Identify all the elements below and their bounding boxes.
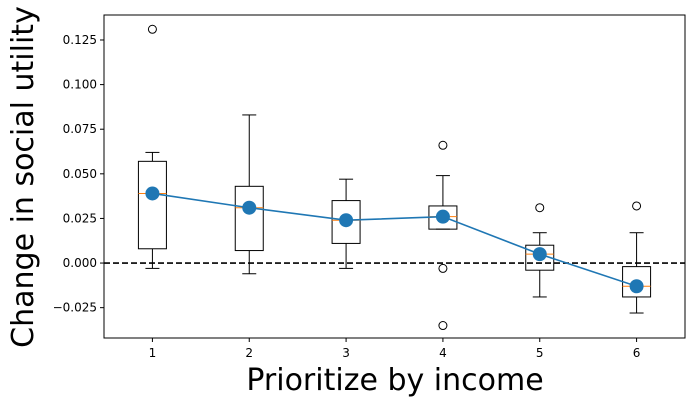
box-iqr (234, 185, 264, 252)
y-tick-label: 0.075 (63, 122, 97, 136)
x-tick-label: 6 (633, 346, 641, 360)
y-axis-ticks: −0.025 0.000 0.025 0.050 0.075 0.100 0.125 (53, 33, 104, 315)
outlier-point (438, 140, 448, 150)
mean-marker (242, 200, 257, 215)
outlier-point (535, 203, 545, 213)
box-plots (137, 24, 652, 331)
mean-marker (435, 209, 450, 224)
x-axis-ticks: 1 2 3 4 5 6 (149, 338, 641, 360)
x-tick-label: 5 (536, 346, 544, 360)
y-axis-label: Change in social utility (6, 6, 41, 348)
mean-marker (145, 186, 160, 201)
mean-series (145, 186, 644, 294)
plot-frame (103, 14, 686, 339)
x-tick-label: 2 (245, 346, 253, 360)
x-tick-label: 4 (439, 346, 447, 360)
y-tick-label: −0.025 (53, 301, 97, 315)
box-iqr (525, 244, 555, 271)
box-plot (137, 24, 167, 269)
mean-marker (339, 213, 354, 228)
mean-marker (629, 279, 644, 294)
mean-marker (532, 247, 547, 262)
outlier-point (147, 24, 157, 34)
y-tick-label: 0.025 (63, 211, 97, 225)
x-tick-label: 1 (149, 346, 157, 360)
mean-line (152, 192, 637, 288)
outlier-point (438, 321, 448, 331)
outlier-point (632, 201, 642, 211)
x-axis-label: Prioritize by income (246, 363, 543, 398)
box-plot (525, 203, 555, 298)
y-tick-label: 0.100 (63, 78, 97, 92)
y-tick-label: 0.050 (63, 167, 97, 181)
plot-area (104, 15, 685, 338)
box-plot (234, 114, 264, 275)
box-iqr (331, 200, 361, 244)
y-tick-label: 0.125 (63, 33, 97, 47)
x-tick-label: 3 (342, 346, 350, 360)
outlier-point (438, 263, 448, 273)
box-iqr (137, 160, 167, 250)
y-tick-label: 0.000 (63, 256, 97, 270)
